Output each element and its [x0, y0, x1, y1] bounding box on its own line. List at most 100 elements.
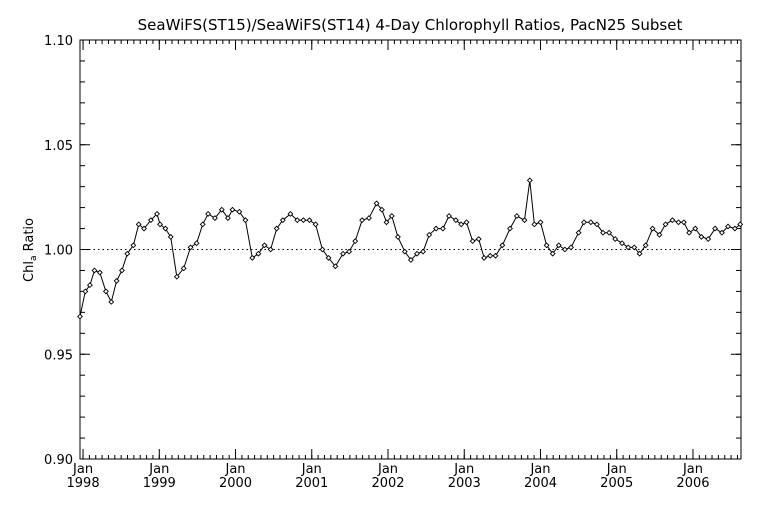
data-point [725, 223, 731, 230]
data-point [162, 225, 169, 232]
x-tick-year-label: 2000 [219, 476, 252, 491]
data-point [229, 206, 236, 213]
data-point [82, 288, 89, 295]
data-point [712, 225, 719, 232]
data-point [549, 250, 556, 257]
x-tick-year-label: 2006 [676, 476, 709, 491]
data-point [414, 250, 420, 257]
data-point [662, 221, 669, 228]
data-point [606, 229, 613, 236]
y-tick-label: 0.95 [44, 348, 73, 363]
data-point [394, 233, 401, 240]
chart-title: SeaWiFS(ST15)/SeaWiFS(ST14) 4-Day Chloro… [138, 16, 683, 34]
data-point [656, 231, 663, 238]
data-point [426, 231, 433, 238]
data-point [458, 221, 465, 228]
x-tick-month-label: Jan [225, 462, 246, 477]
data-point [475, 236, 482, 242]
data-point [492, 252, 499, 259]
data-point [675, 219, 682, 226]
data-point [642, 242, 649, 249]
x-tick-year-label: 2003 [448, 476, 481, 491]
data-point [287, 210, 294, 217]
y-tick-label: 1.10 [44, 34, 73, 49]
x-tick-month-label: Jan [453, 462, 474, 477]
data-point [130, 242, 137, 249]
data-point [513, 213, 520, 219]
data-point [102, 288, 109, 295]
data-point [521, 217, 528, 224]
data-point [332, 263, 339, 270]
data-point [420, 248, 427, 255]
data-point [249, 254, 256, 261]
data-point [77, 313, 83, 320]
data-point [731, 225, 738, 232]
data-point [193, 240, 200, 247]
data-point [325, 254, 332, 261]
data-point [373, 200, 380, 207]
data-point [205, 210, 212, 217]
data-point [705, 236, 712, 242]
data-point [600, 229, 606, 236]
data-point [719, 229, 725, 236]
data-point [261, 242, 268, 249]
data-point [236, 208, 243, 215]
data-point [446, 213, 452, 219]
data-point [543, 242, 550, 249]
data-point [383, 219, 390, 226]
y-axis: 0.90 0.95 1.00 1.05 1.10 [44, 34, 741, 468]
data-point [352, 238, 359, 245]
data-point [255, 250, 262, 257]
data-point [141, 225, 147, 232]
x-tick-month-label: Jan [72, 462, 93, 477]
y-tick-label: 1.00 [44, 244, 73, 259]
data-point [180, 265, 187, 272]
data-point [187, 244, 194, 251]
data-point [433, 225, 439, 232]
y-axis-label-rest: Ratio [22, 218, 37, 256]
data-point [218, 206, 225, 213]
data-point [581, 219, 587, 226]
data-point [649, 225, 656, 232]
x-tick-month-label: Jan [148, 462, 169, 477]
data-point [575, 229, 582, 236]
data-point [526, 177, 533, 184]
data-point [680, 219, 687, 226]
data-point [469, 238, 476, 245]
data-point [625, 244, 632, 251]
data-point [698, 233, 705, 240]
data-point [154, 210, 160, 217]
y-axis-label-main: Chl [22, 261, 37, 282]
data-point [487, 252, 494, 259]
y-tick-label: 1.05 [44, 139, 73, 154]
data-point [86, 282, 93, 289]
data-point [212, 215, 218, 222]
y-axis-label: Chla Ratio [22, 218, 39, 282]
data-point [401, 248, 408, 255]
data-point [499, 242, 506, 249]
data-point [113, 277, 120, 284]
x-axis: Jan1998Jan1999Jan2000Jan2001Jan2002Jan20… [67, 40, 738, 491]
data-point [319, 246, 326, 253]
data-point [737, 221, 744, 228]
data-point [366, 215, 372, 222]
data-point [407, 257, 414, 263]
data-point [267, 246, 274, 253]
data-point [692, 225, 699, 232]
data-point [669, 217, 676, 224]
data-point [312, 221, 319, 228]
data-point [561, 246, 568, 253]
x-tick-month-label: Jan [606, 462, 627, 477]
data-point [173, 273, 180, 280]
data-point [346, 248, 353, 255]
y-axis-label-subscript: a [29, 256, 39, 262]
data-point [224, 215, 231, 222]
data-point [147, 217, 154, 224]
data-point [593, 221, 600, 228]
x-tick-year-label: 1999 [143, 476, 176, 491]
data-point [619, 240, 626, 247]
data-point [481, 254, 488, 261]
data-point [118, 267, 125, 274]
data-point [612, 236, 619, 242]
